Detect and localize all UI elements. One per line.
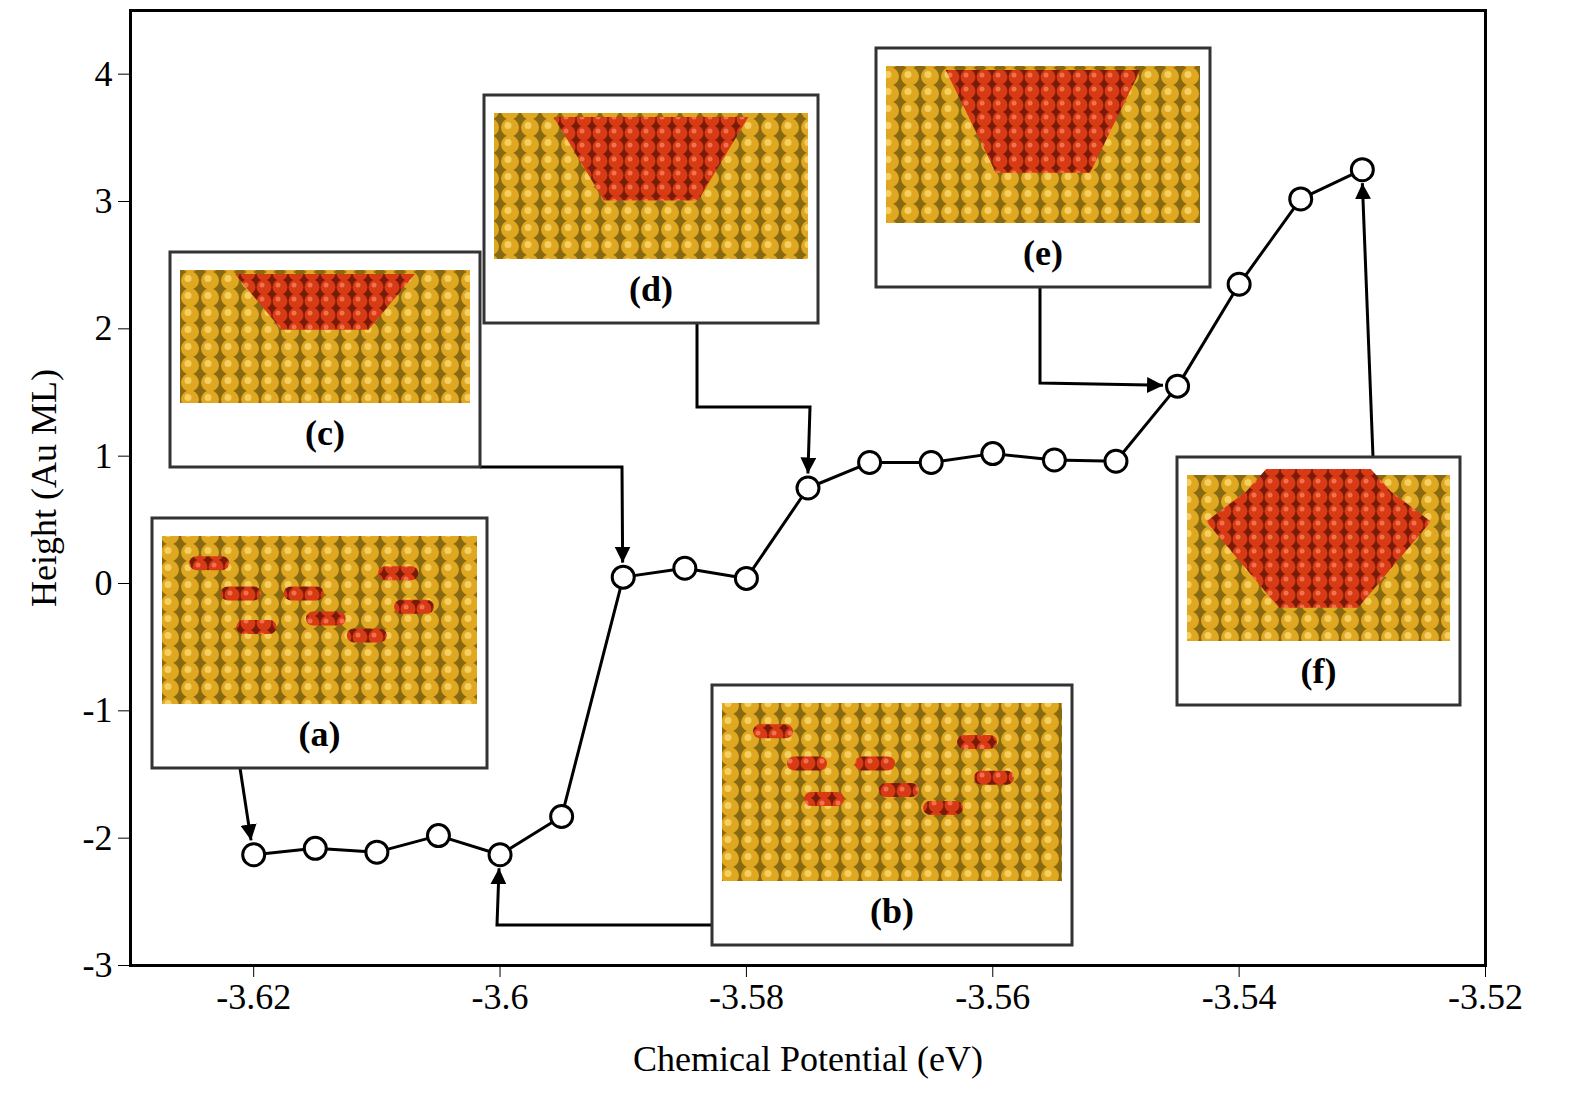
svg-text:Chemical Potential (eV): Chemical Potential (eV) [633,1039,983,1079]
svg-text:4: 4 [95,54,113,94]
svg-text:(d): (d) [629,269,673,309]
svg-text:-3.58: -3.58 [709,977,784,1017]
svg-text:2: 2 [95,308,113,348]
svg-text:3: 3 [95,181,113,221]
svg-text:-3.54: -3.54 [1202,977,1277,1017]
svg-text:-3: -3 [83,945,113,985]
svg-text:(c): (c) [305,413,345,453]
svg-text:(e): (e) [1023,233,1063,273]
svg-text:-3.56: -3.56 [955,977,1030,1017]
svg-text:-3.52: -3.52 [1448,977,1523,1017]
svg-text:Height (Au ML): Height (Au ML) [24,369,64,607]
svg-text:1: 1 [95,436,113,476]
svg-text:-2: -2 [83,818,113,858]
svg-text:(a): (a) [299,714,341,754]
svg-text:-1: -1 [83,690,113,730]
svg-text:-3.6: -3.6 [472,977,529,1017]
svg-text:-3.62: -3.62 [216,977,291,1017]
svg-text:(f): (f) [1301,651,1337,691]
svg-text:(b): (b) [870,891,914,931]
svg-text:0: 0 [95,563,113,603]
